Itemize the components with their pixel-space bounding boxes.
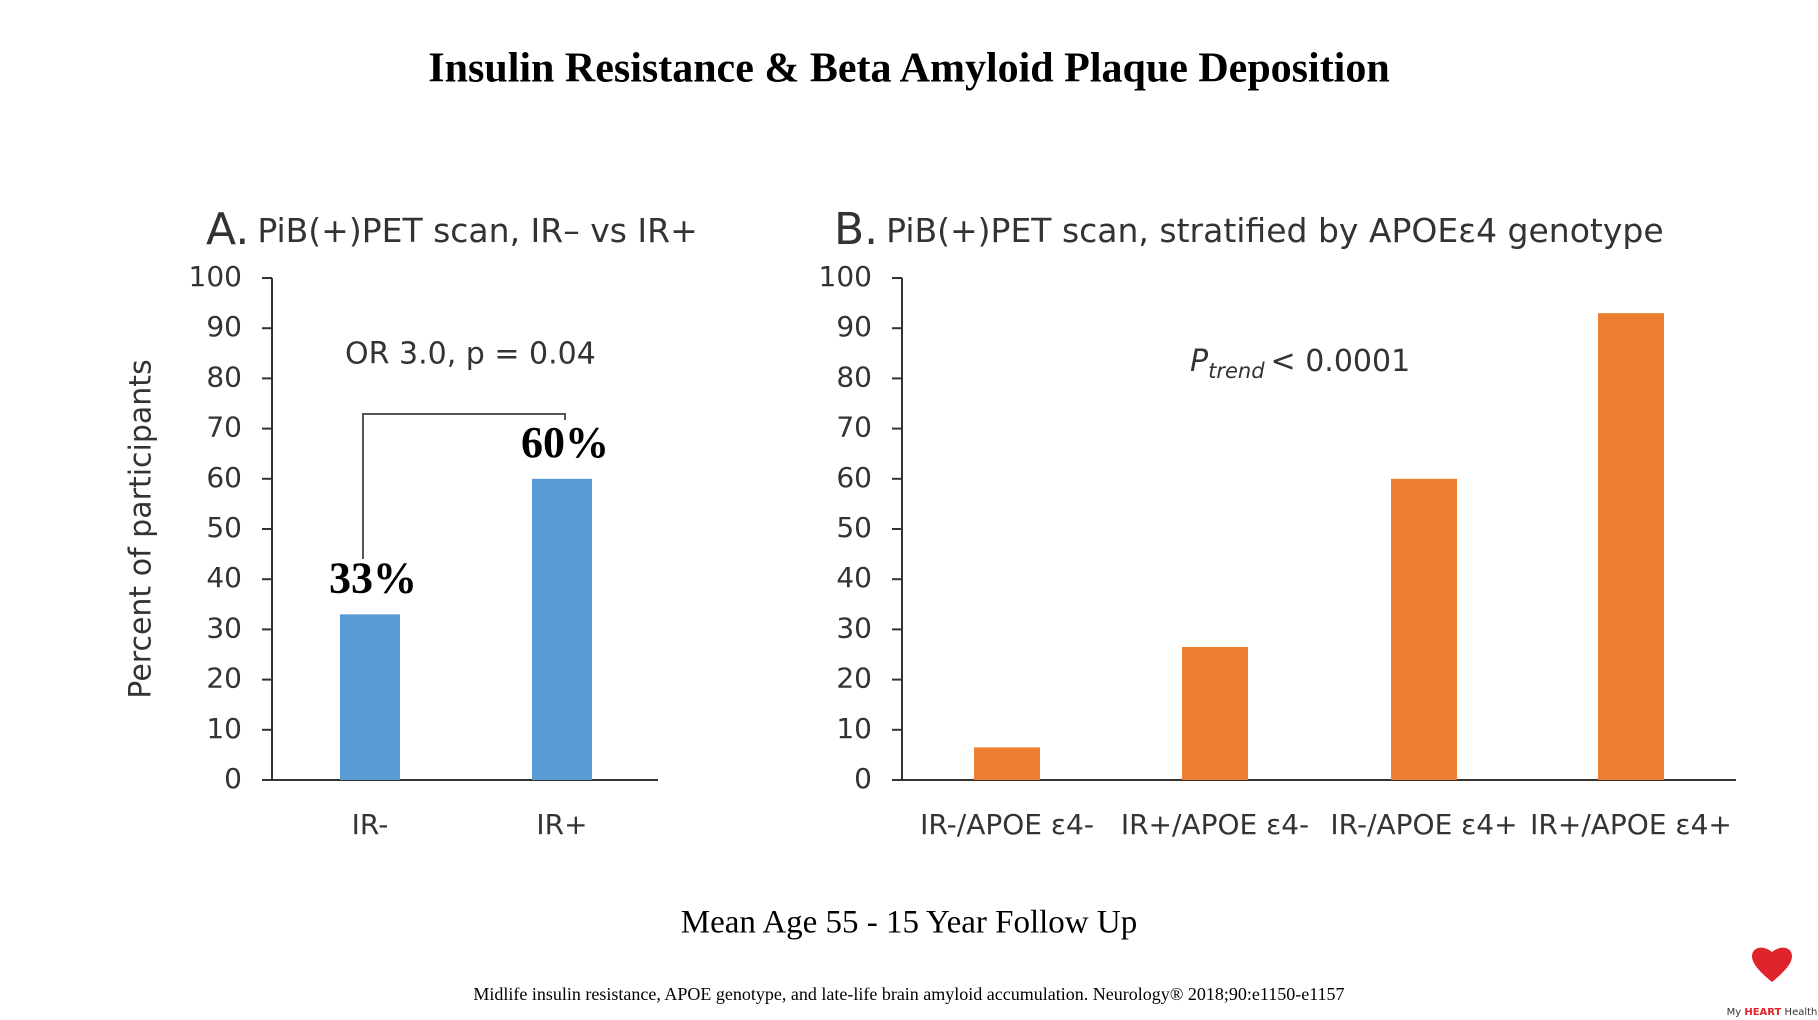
- subtitle: Mean Age 55 - 15 Year Follow Up: [681, 905, 1137, 941]
- y-tick-label: 70: [206, 411, 242, 444]
- y-tick-label: 90: [836, 310, 872, 343]
- x-tick-label: IR-/APOE ε4-: [920, 808, 1094, 841]
- chart-title: B. PiB(+)PET scan, stratified by APOEε4 g…: [834, 204, 1664, 255]
- y-tick-label: 30: [206, 611, 242, 644]
- chart-title: A. PiB(+)PET scan, IR– vs IR+: [206, 204, 698, 255]
- logo-suffix: Health: [1785, 1007, 1818, 1018]
- y-axis-label: Percent of participants: [124, 359, 159, 698]
- y-tick-label: 50: [836, 511, 872, 544]
- bar: [532, 478, 592, 780]
- bar: [1391, 478, 1457, 780]
- logo: My HEART Health: [1727, 1007, 1818, 1018]
- annotation: Ptrend < 0.0001: [1190, 344, 1410, 384]
- y-tick-label: 20: [836, 662, 872, 695]
- y-tick-label: 100: [189, 260, 242, 293]
- logo-brand: HEART: [1744, 1007, 1781, 1018]
- y-tick-label: 80: [206, 360, 242, 393]
- y-tick-label: 40: [206, 561, 242, 594]
- panel-label: A.: [206, 204, 249, 255]
- chart-title-text: PiB(+)PET scan, stratified by APOEε4 gen…: [886, 211, 1663, 250]
- y-tick-label: 10: [206, 712, 242, 745]
- citation: Midlife insulin resistance, APOE genotyp…: [473, 984, 1344, 1004]
- annotation-symbol: P: [1190, 344, 1209, 379]
- x-tick-label: IR-: [352, 808, 389, 841]
- logo-heart: [1752, 947, 1792, 982]
- x-tick-label: IR-/APOE ε4+: [1330, 808, 1517, 841]
- y-tick-label: 0: [854, 762, 872, 795]
- x-tick-label: IR+/APOE ε4+: [1530, 808, 1732, 841]
- y-tick-label: 30: [836, 611, 872, 644]
- y-tick-label: 40: [836, 561, 872, 594]
- x-tick-label: IR+/APOE ε4-: [1121, 808, 1309, 841]
- annotation: OR 3.0, p = 0.04: [345, 337, 596, 372]
- value-label: 60%: [521, 418, 609, 467]
- y-tick-label: 50: [206, 511, 242, 544]
- y-tick-label: 80: [836, 360, 872, 393]
- significance-bracket: [362, 413, 566, 559]
- y-tick-label: 60: [206, 461, 242, 494]
- bar: [340, 614, 400, 780]
- bar: [1182, 646, 1248, 780]
- slide-title: Insulin Resistance & Beta Amyloid Plaque…: [428, 46, 1389, 92]
- bar: [974, 747, 1040, 780]
- chart-title-text: PiB(+)PET scan, IR– vs IR+: [257, 211, 697, 250]
- y-tick-label: 70: [836, 411, 872, 444]
- value-label: 33%: [329, 553, 417, 602]
- y-tick-label: 0: [224, 762, 242, 795]
- logo-prefix: My: [1727, 1007, 1742, 1018]
- y-tick-label: 10: [836, 712, 872, 745]
- annotation-text: < 0.0001: [1271, 344, 1411, 379]
- y-tick-label: 100: [819, 260, 872, 293]
- x-tick-label: IR+: [536, 808, 587, 841]
- y-tick-label: 60: [836, 461, 872, 494]
- bar: [1598, 313, 1664, 780]
- annotation-subscript: trend: [1208, 359, 1265, 383]
- panel-label: B.: [834, 204, 878, 255]
- y-tick-label: 90: [206, 310, 242, 343]
- y-tick-label: 20: [206, 662, 242, 695]
